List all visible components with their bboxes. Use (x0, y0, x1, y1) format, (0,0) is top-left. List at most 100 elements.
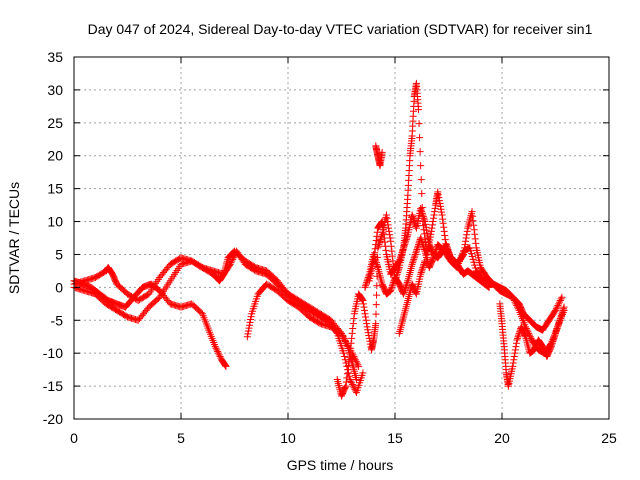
data-point (461, 244, 469, 252)
data-point (382, 246, 390, 254)
data-point (509, 359, 517, 367)
data-point (397, 252, 405, 260)
data-point (515, 331, 523, 339)
data-point (446, 250, 454, 258)
data-point (343, 341, 351, 349)
data-point (417, 162, 425, 170)
data-point (214, 348, 222, 356)
data-point (420, 216, 428, 224)
data-point (411, 252, 419, 260)
data-point (338, 331, 346, 339)
data-point (346, 376, 354, 384)
data-point (509, 293, 517, 301)
data-point (107, 269, 115, 277)
data-point (428, 221, 436, 229)
data-point (342, 338, 350, 346)
data-point (345, 357, 353, 365)
x-axis-label: GPS time / hours (287, 457, 394, 473)
data-point (400, 290, 408, 298)
data-point (410, 218, 418, 226)
data-point (510, 297, 518, 305)
data-point (401, 285, 409, 293)
data-point (342, 382, 350, 390)
data-point (512, 339, 520, 347)
data-point (445, 247, 452, 255)
data-point (419, 262, 427, 270)
data-point (468, 250, 476, 258)
data-point (387, 242, 395, 250)
data-point (423, 226, 431, 234)
data-point (472, 239, 480, 247)
data-point (424, 235, 432, 243)
data-point (355, 362, 363, 370)
data-point (376, 237, 384, 245)
data-point (462, 234, 470, 242)
data-point (470, 226, 478, 234)
data-point (362, 280, 370, 288)
data-point (438, 211, 446, 219)
data-point (419, 242, 427, 250)
y-tick-label: 10 (47, 214, 63, 230)
data-point (346, 353, 354, 361)
data-point (394, 278, 402, 286)
data-point (555, 320, 563, 328)
data-point (443, 244, 451, 252)
data-point (388, 252, 396, 260)
data-point (229, 254, 237, 262)
data-point (428, 224, 436, 232)
data-point (340, 349, 348, 357)
data-point (511, 298, 519, 306)
data-point (359, 369, 367, 377)
data-point (551, 331, 559, 339)
data-point (341, 356, 349, 364)
data-point (460, 247, 468, 255)
data-point (509, 362, 517, 370)
data-point (377, 236, 385, 244)
data-point (437, 205, 445, 213)
data-point (342, 378, 350, 386)
data-point (559, 306, 567, 314)
data-point (468, 253, 476, 261)
series-outliers (372, 142, 386, 170)
data-point (430, 211, 438, 219)
data-point (402, 283, 410, 291)
data-point (360, 303, 368, 311)
data-point (443, 242, 451, 250)
data-point (402, 237, 410, 245)
data-point (514, 305, 522, 313)
data-point (554, 323, 562, 331)
data-point (213, 346, 221, 354)
data-point (247, 315, 255, 323)
data-point (558, 308, 566, 316)
data-point (399, 246, 407, 254)
data-point (461, 241, 469, 249)
data-point (244, 330, 252, 338)
data-point (214, 349, 222, 357)
data-point (382, 211, 390, 219)
data-point (417, 269, 425, 277)
data-point (556, 315, 564, 323)
data-point (387, 287, 395, 295)
data-point (441, 232, 449, 240)
data-point (389, 280, 397, 288)
data-point (243, 333, 251, 341)
data-point (400, 242, 408, 250)
data-point (245, 321, 253, 329)
data-point (403, 234, 411, 242)
data-point (431, 204, 439, 212)
data-point (444, 246, 452, 254)
data-point (411, 250, 419, 258)
data-point (398, 249, 406, 257)
data-point (373, 260, 381, 268)
series-track-4 (243, 280, 360, 384)
data-point (378, 218, 386, 226)
y-tick-label: 30 (47, 82, 63, 98)
data-point (413, 246, 421, 254)
data-point (412, 249, 420, 257)
data-point (439, 219, 447, 227)
data-point (372, 310, 380, 318)
data-point (553, 325, 561, 332)
data-point (386, 231, 394, 239)
data-point (244, 327, 252, 335)
